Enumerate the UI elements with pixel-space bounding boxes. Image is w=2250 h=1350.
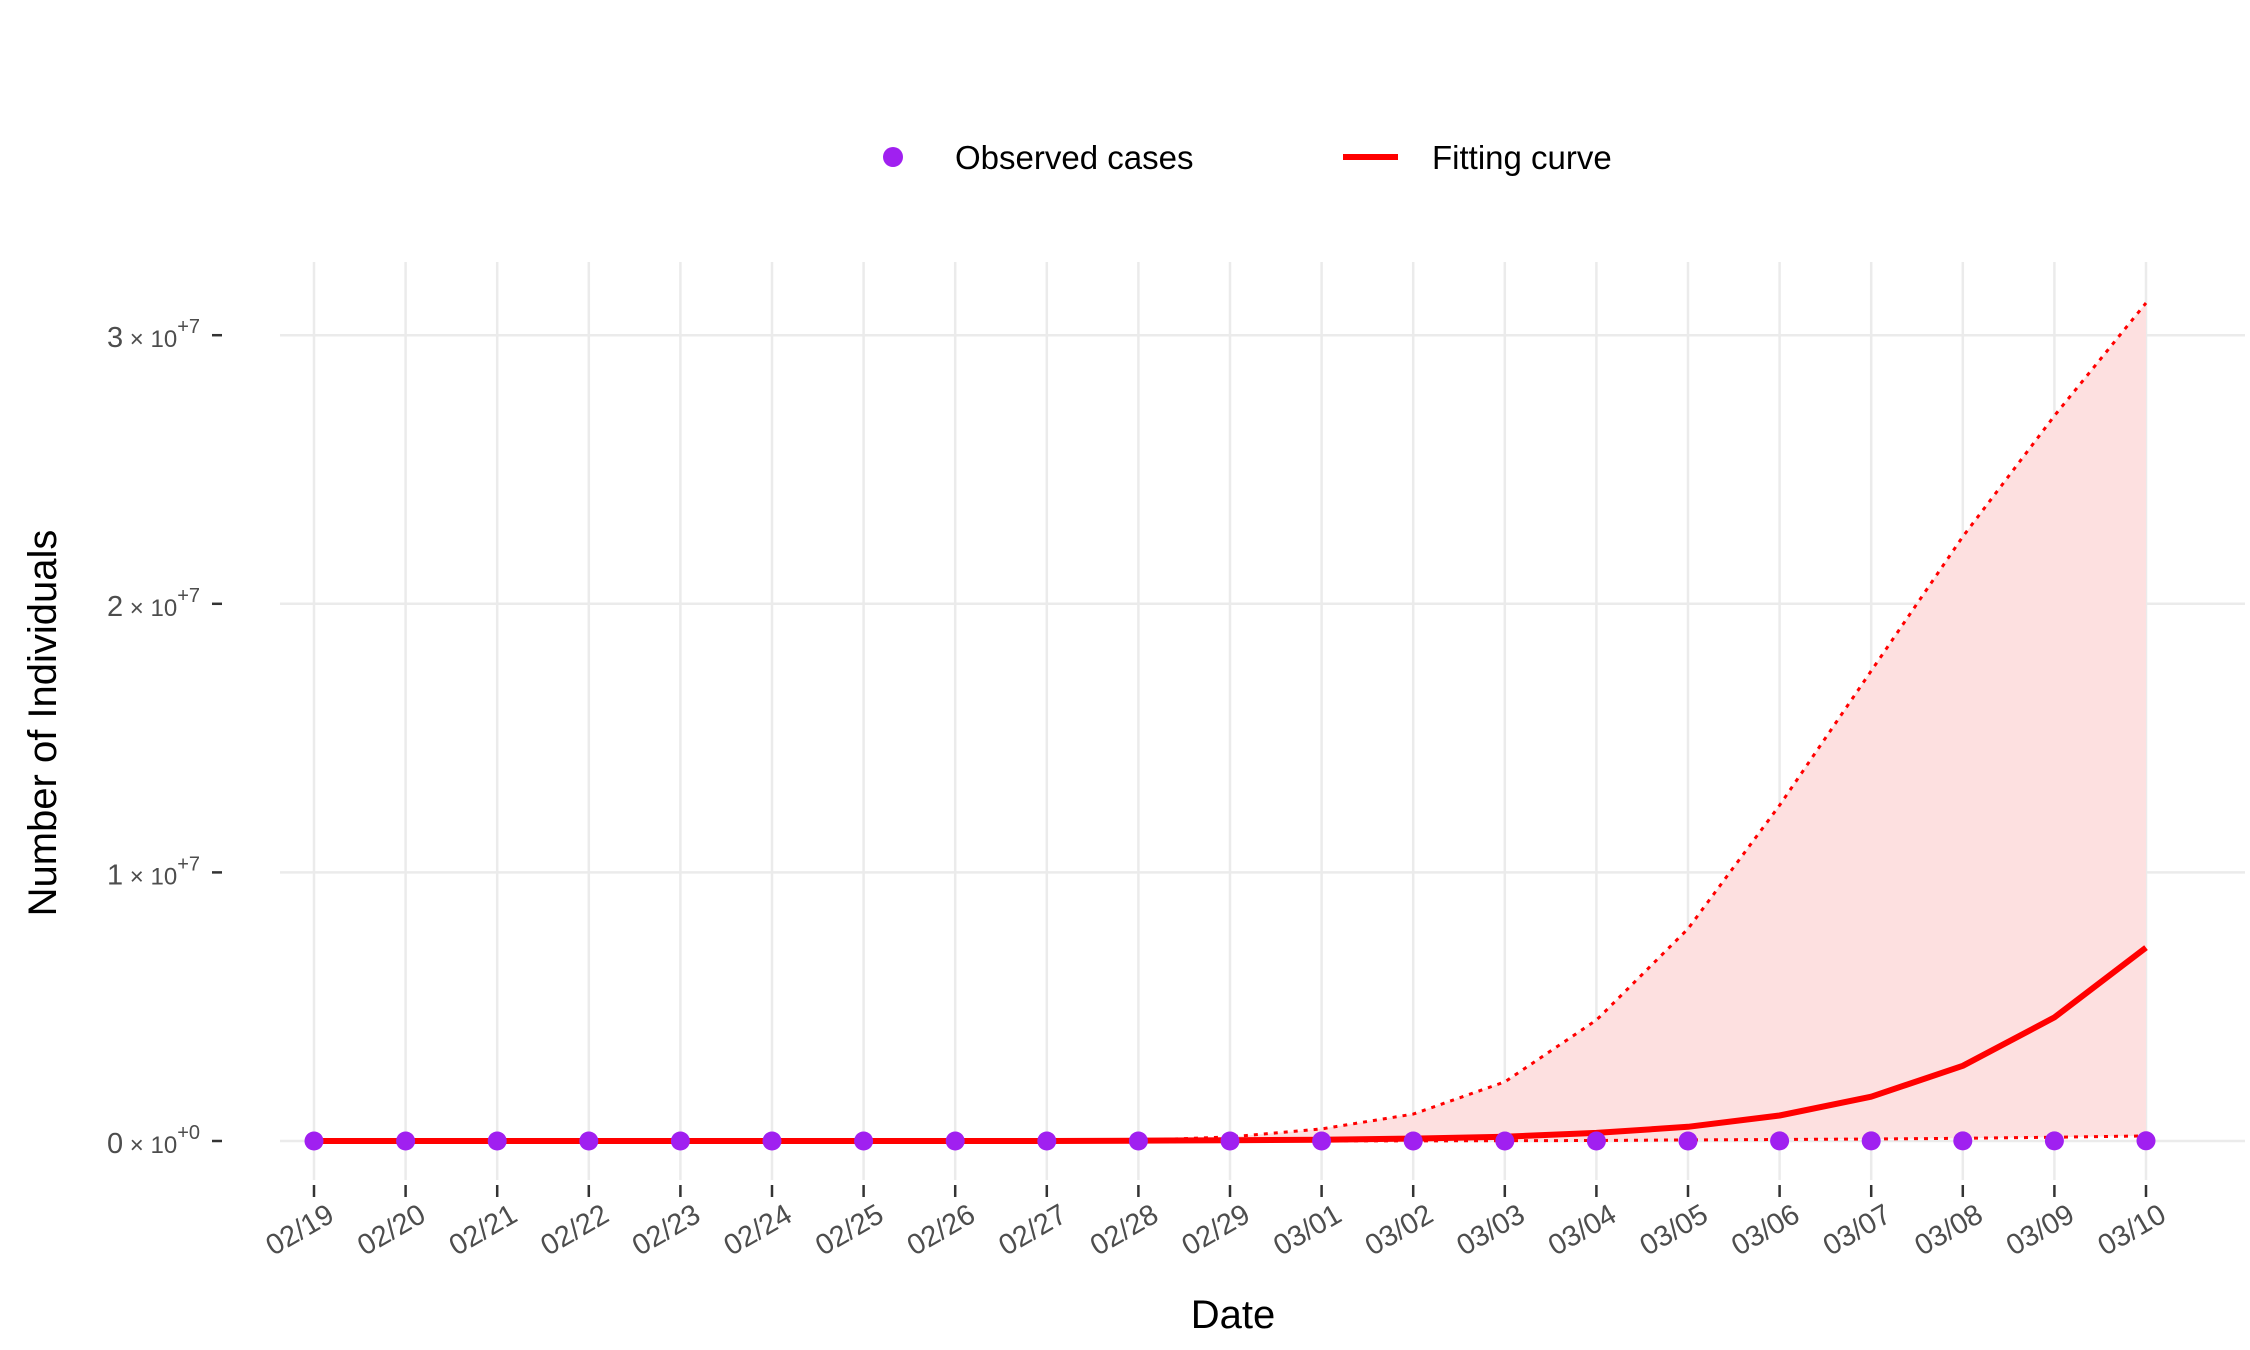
observed-point [304, 1131, 324, 1151]
observed-point [1495, 1131, 1515, 1151]
observed-point [1220, 1131, 1240, 1151]
observed-point [854, 1131, 874, 1151]
observed-point [1861, 1131, 1881, 1151]
x-tick-label: 02/21 [444, 1198, 523, 1262]
x-axis: 02/19 02/20 02/21 02/22 02/23 02/24 02/25 02/26… [261, 1185, 2172, 1262]
x-tick-label: 02/27 [993, 1198, 1072, 1262]
y-tick-label: 2 × 10+7 [107, 585, 200, 623]
legend-fitting-label: Fitting curve [1432, 139, 1612, 176]
x-tick-label: 03/08 [1909, 1198, 1988, 1262]
x-tick-label: 03/03 [1451, 1198, 1530, 1262]
observed-point [670, 1131, 690, 1151]
x-tick-label: 03/05 [1635, 1198, 1714, 1262]
legend-observed-label: Observed cases [955, 139, 1193, 176]
x-tick-label: 02/23 [627, 1198, 706, 1262]
observed-point [1403, 1131, 1423, 1151]
y-tick-label: 1 × 10+7 [107, 853, 200, 891]
observed-point [1312, 1131, 1332, 1151]
observed-point [1770, 1131, 1790, 1151]
x-tick-label: 03/04 [1543, 1198, 1622, 1262]
x-tick-label: 02/25 [810, 1198, 889, 1262]
y-tick-label: 3 × 10+7 [107, 316, 200, 354]
observed-point [2044, 1131, 2064, 1151]
x-tick-label: 02/29 [1177, 1198, 1256, 1262]
x-tick-label: 02/22 [535, 1198, 614, 1262]
observed-point [1953, 1131, 1973, 1151]
band-area [314, 303, 2146, 1141]
x-tick-label: 02/19 [261, 1198, 340, 1262]
x-tick-label: 03/07 [1818, 1198, 1897, 1262]
x-tick-label: 03/09 [2001, 1198, 2080, 1262]
y-tick-label: 0 × 10+0 [107, 1122, 200, 1160]
observed-point [945, 1131, 965, 1151]
observed-point [1128, 1131, 1148, 1151]
legend: Observed cases Fitting curve [883, 139, 1612, 176]
observed-point [1037, 1131, 1057, 1151]
x-axis-title: Date [1191, 1293, 1276, 1337]
x-tick-label: 02/24 [719, 1198, 798, 1262]
observed-point [487, 1131, 507, 1151]
legend-observed-marker [883, 147, 903, 167]
observed-point [1678, 1131, 1698, 1151]
y-axis: 0 × 10+0 1 × 10+7 2 × 10+7 3 × 10+7 [107, 316, 222, 1160]
observed-points [304, 1131, 2156, 1151]
observed-point [2136, 1131, 2156, 1151]
observed-point [579, 1131, 599, 1151]
confidence-band [314, 303, 2146, 1141]
observed-point [396, 1131, 416, 1151]
x-tick-label: 03/06 [1726, 1198, 1805, 1262]
observed-point [1586, 1131, 1606, 1151]
x-tick-label: 03/01 [1268, 1198, 1347, 1262]
y-axis-title: Number of Individuals [21, 530, 65, 917]
x-tick-label: 02/26 [902, 1198, 981, 1262]
x-tick-label: 03/10 [2093, 1198, 2172, 1262]
observed-point [762, 1131, 782, 1151]
x-tick-label: 02/28 [1085, 1198, 1164, 1262]
x-tick-label: 03/02 [1360, 1198, 1439, 1262]
x-tick-label: 02/20 [352, 1198, 431, 1262]
